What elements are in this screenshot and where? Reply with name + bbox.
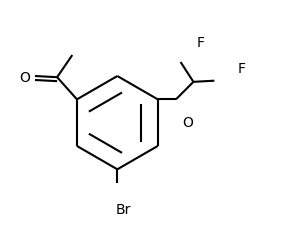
Text: F: F: [238, 62, 246, 76]
Text: O: O: [20, 71, 31, 85]
Text: F: F: [196, 36, 204, 50]
Text: Br: Br: [116, 203, 131, 217]
Text: O: O: [182, 116, 193, 130]
